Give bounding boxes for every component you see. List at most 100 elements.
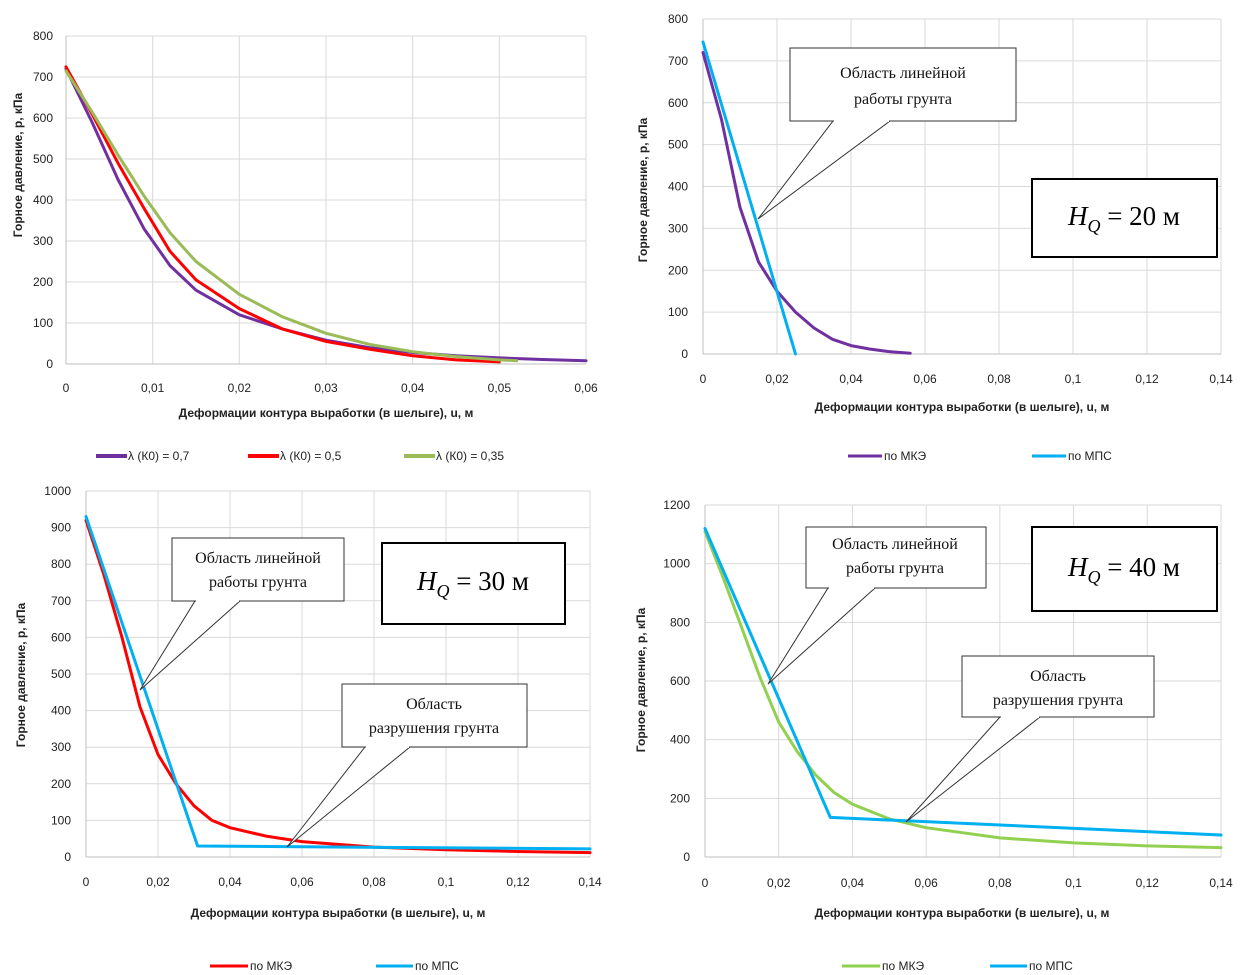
y-tick-label: 800: [51, 557, 71, 571]
y-tick-label: 800: [33, 29, 53, 43]
x-tick-label: 0,06: [913, 372, 937, 386]
legend-label-mps: по МПС: [1029, 959, 1073, 973]
y-tick-label: 400: [33, 193, 53, 207]
callout-pointer: [767, 587, 877, 685]
y-tick-label: 0: [681, 347, 688, 361]
callout-line-2: разрушения грунта: [369, 720, 499, 737]
y-tick-label: 400: [668, 180, 688, 194]
y-tick-label: 1000: [663, 557, 690, 571]
hq-label: HQ = 40 м: [1067, 552, 1180, 587]
y-tick-label: 800: [670, 615, 690, 629]
callout-linear-zone: Область линейной работы грунта: [767, 526, 987, 685]
y-tick-label: 600: [670, 674, 690, 688]
hq-label: HQ = 30 м: [416, 566, 529, 601]
callout-line-2: разрушения грунта: [993, 692, 1123, 709]
callout-pointer: [757, 120, 892, 220]
chart-hq-30: 0 0,02 0,04 0,06 0,08 0,1 0,12 0,14 0 100 200 300 40…: [14, 484, 602, 973]
y-axis-title: Горное давление, р, кПа: [11, 92, 25, 237]
callout-box: [961, 655, 1155, 718]
x-tick-label: 0,08: [987, 372, 1011, 386]
x-axis-title: Деформации контура выработки (в шелыге),…: [815, 906, 1110, 920]
y-tick-label: 800: [668, 12, 688, 26]
hq-box: [381, 542, 566, 625]
x-tick-label: 0,08: [988, 876, 1012, 890]
x-axis-title: Деформации контура выработки (в шелыге),…: [179, 406, 474, 420]
x-tick-label: 0,02: [146, 875, 170, 889]
x-tick-label: 0: [702, 876, 709, 890]
hq-label: HQ = 20 м: [1067, 201, 1180, 236]
x-tick-label: 0,14: [578, 875, 602, 889]
y-tick-label: 700: [33, 70, 53, 84]
y-tick-label: 700: [668, 54, 688, 68]
hq-label-box: HQ = 40 м: [1031, 526, 1218, 612]
legend-label-k035: λ (К0) = 0,35: [436, 449, 504, 463]
y-tick-label: 200: [33, 275, 53, 289]
callout-line-2: работы грунта: [209, 574, 307, 591]
y-tick-label: 300: [51, 740, 71, 754]
series-line-2: [701, 40, 797, 356]
y-axis-title: Горное давление, р, кПа: [634, 607, 648, 752]
x-tick-label: 0,08: [362, 875, 386, 889]
x-tick-label: 0: [83, 875, 90, 889]
x-tick-label: 0,04: [839, 372, 863, 386]
x-tick-label: 0,06: [574, 381, 598, 395]
legend-label-mke: по МКЭ: [884, 449, 926, 463]
x-tick-label: 0,1: [1065, 876, 1082, 890]
y-tick-label: 500: [668, 138, 688, 152]
y-axis-title: Горное давление, р, кПа: [14, 602, 28, 747]
x-tick-label: 0,02: [767, 876, 791, 890]
x-tick-label: 0,04: [401, 381, 425, 395]
x-tick-label: 0,04: [841, 876, 865, 890]
x-tick-label: 0,02: [765, 372, 789, 386]
x-tick-label: 0,05: [488, 381, 512, 395]
callout-failure-zone: Область разрушения грунта: [286, 683, 528, 848]
legend-label-mke: по МКЭ: [882, 959, 924, 973]
callout-line-2: работы грунта: [854, 91, 952, 108]
hq-label-box: HQ = 30 м: [381, 542, 566, 625]
callout-line-2: работы грунта: [846, 560, 944, 577]
callout-pointer: [286, 746, 412, 848]
x-axis-title: Деформации контура выработки (в шелыге),…: [191, 906, 486, 920]
hq-box: [1031, 526, 1218, 612]
series-line-1: [701, 51, 912, 355]
y-tick-label: 400: [51, 704, 71, 718]
y-axis-title: Горное давление, р, кПа: [636, 117, 650, 262]
series-line-3: [64, 69, 519, 363]
hq-box: [1031, 178, 1218, 258]
y-tick-label: 0: [683, 850, 690, 864]
y-tick-label: 0: [64, 850, 71, 864]
callout-box: [171, 537, 345, 602]
callout-linear-zone: Область линейной работы грунта: [757, 47, 1017, 220]
x-tick-label: 0,14: [1209, 372, 1233, 386]
legend: по МКЭ по МПС: [842, 959, 1073, 973]
callout-line-1: Область: [1030, 668, 1086, 685]
callout-box: [805, 526, 987, 589]
legend: λ (К0) = 0,7 λ (К0) = 0,5 λ (К0) = 0,35: [96, 449, 504, 463]
x-tick-label: 0,01: [141, 381, 165, 395]
legend-label-mke: по МКЭ: [250, 959, 292, 973]
x-tick-label: 0: [700, 372, 707, 386]
y-tick-label: 300: [668, 221, 688, 235]
callout-linear-zone: Область линейной работы грунта: [139, 537, 345, 691]
series-line-2: [703, 527, 1223, 837]
x-tick-label: 0,12: [506, 875, 530, 889]
y-tick-label: 400: [670, 733, 690, 747]
legend: по МКЭ по МПС: [210, 959, 459, 973]
x-tick-label: 0,06: [290, 875, 314, 889]
hq-label-box: HQ = 20 м: [1031, 178, 1218, 258]
legend-label-mps: по МПС: [415, 959, 459, 973]
y-tick-label: 0: [46, 357, 53, 371]
plot-area: 0 0,01 0,02 0,03 0,04 0,05 0,06 0 100 200 300 400 50…: [33, 29, 598, 395]
x-tick-label: 0: [63, 381, 70, 395]
x-tick-label: 0,06: [914, 876, 938, 890]
legend: по МКЭ по МПС: [848, 449, 1112, 463]
x-tick-label: 0,03: [314, 381, 338, 395]
x-axis-title: Деформации контура выработки (в шелыге),…: [815, 400, 1110, 414]
x-tick-label: 0,12: [1136, 876, 1160, 890]
legend-label-k05: λ (К0) = 0,5: [280, 449, 342, 463]
y-tick-label: 200: [51, 777, 71, 791]
chart-hq-40: 0 0,02 0,04 0,06 0,08 0,1 0,12 0,14 0 200 400 600 80…: [634, 498, 1233, 973]
y-tick-label: 600: [668, 96, 688, 110]
x-tick-label: 0,04: [218, 875, 242, 889]
